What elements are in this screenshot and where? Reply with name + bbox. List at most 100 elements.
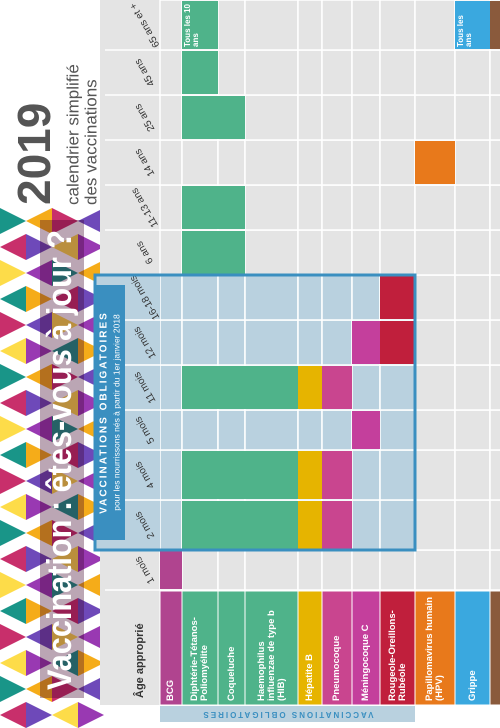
- cell: [160, 50, 182, 95]
- dose: [415, 141, 455, 184]
- cell: [380, 410, 415, 450]
- row-label: BCG: [160, 591, 182, 705]
- cell: [380, 550, 415, 590]
- subtitle: calendrier simplifié: [63, 64, 82, 205]
- cell: [322, 550, 352, 590]
- cell: [218, 275, 245, 320]
- row-label: Pneumocoque: [322, 591, 352, 705]
- cell: [160, 230, 182, 275]
- row-label: Rougeole-Oreillons-Rubéole: [380, 591, 415, 705]
- cell: [352, 275, 380, 320]
- cell: [352, 230, 380, 275]
- row-label: Diphtérie-Tétanos-Poliomyélite: [182, 591, 218, 705]
- cell: [455, 550, 490, 590]
- dose: [245, 501, 298, 549]
- cell: [160, 410, 182, 450]
- row-label-box: Papillomavirus humain (HPV): [415, 591, 455, 705]
- cell: [298, 140, 322, 185]
- row-label-box: Haemophilus influenzae de type b (HIB): [245, 591, 298, 705]
- cell: [322, 320, 352, 365]
- cell: [182, 140, 218, 185]
- row-label-box: Rougeole-Oreillons-Rubéole: [380, 591, 415, 705]
- cell: [182, 320, 218, 365]
- row-label-box: Pneumocoque: [322, 591, 352, 705]
- cell: [218, 0, 245, 50]
- row-label-box: Diphtérie-Tétanos-Poliomyélite: [182, 591, 218, 705]
- cell: [160, 140, 182, 185]
- dose: [218, 96, 245, 139]
- row-label: Haemophilus influenzae de type b (HIB): [245, 591, 298, 705]
- dose: [380, 321, 415, 364]
- cell: [160, 185, 182, 230]
- side-label: VACCINATIONS OBLIGATOIRES: [201, 710, 373, 719]
- cell: [322, 410, 352, 450]
- cell: [160, 365, 182, 410]
- cell: [245, 50, 298, 95]
- cell: [380, 50, 415, 95]
- cell: [298, 320, 322, 365]
- cell: [298, 410, 322, 450]
- cell: [380, 185, 415, 230]
- dose: [218, 186, 245, 229]
- cell: [160, 95, 182, 140]
- cell: [455, 365, 490, 410]
- cell: [298, 230, 322, 275]
- cell: [352, 0, 380, 50]
- cell: [380, 365, 415, 410]
- cell: [298, 550, 322, 590]
- cell: [415, 230, 455, 275]
- dose: [322, 366, 352, 409]
- row-label: Papillomavirus humain (HPV): [415, 591, 455, 705]
- cell: [245, 140, 298, 185]
- row-label: Coqueluche: [218, 591, 245, 705]
- cell: [415, 500, 455, 550]
- dose: [352, 321, 380, 364]
- cell: [415, 365, 455, 410]
- cell: [455, 140, 490, 185]
- dose-note-box: Tous les ans: [455, 1, 490, 49]
- cell: [415, 185, 455, 230]
- cell: [415, 320, 455, 365]
- cell: [490, 410, 500, 450]
- dose: [182, 366, 218, 409]
- dose: [182, 231, 218, 274]
- cell: [490, 275, 500, 320]
- row-label-box: Hépatite B: [298, 591, 322, 705]
- cell: [245, 185, 298, 230]
- row-label-box: BCG: [160, 591, 182, 705]
- cell: [490, 450, 500, 500]
- cell: [182, 550, 218, 590]
- obligatory-title: VACCINATIONS OBLIGATOIRES: [99, 311, 110, 514]
- dose: [182, 51, 218, 94]
- infographic: Vaccination : êtes-vous à jour ? 2019 ca…: [0, 0, 500, 728]
- cell: [455, 450, 490, 500]
- dose-note: Tous les 10 ans: [182, 1, 202, 49]
- dose: [218, 501, 245, 549]
- cell: [298, 0, 322, 50]
- cell: [455, 320, 490, 365]
- cell: [380, 0, 415, 50]
- cell: [455, 95, 490, 140]
- cell: [160, 500, 182, 550]
- row-label-box: Coqueluche: [218, 591, 245, 705]
- cell: [245, 230, 298, 275]
- dose: [218, 451, 245, 499]
- cell: [218, 550, 245, 590]
- dose: [322, 501, 352, 549]
- row-label-box: Zona: [490, 591, 500, 705]
- cell: [352, 450, 380, 500]
- cell: [322, 185, 352, 230]
- dose: [218, 366, 245, 409]
- dose-note-box: Tous les 10 ans: [182, 1, 218, 49]
- row-label-box: Méningocoque C: [352, 591, 380, 705]
- cell: [298, 95, 322, 140]
- cell: [380, 450, 415, 500]
- cell: [455, 410, 490, 450]
- dose: [182, 451, 218, 499]
- cell: [322, 275, 352, 320]
- cell: [380, 95, 415, 140]
- cell: [352, 140, 380, 185]
- cell: [490, 365, 500, 410]
- cell: [415, 410, 455, 450]
- cell: [245, 95, 298, 140]
